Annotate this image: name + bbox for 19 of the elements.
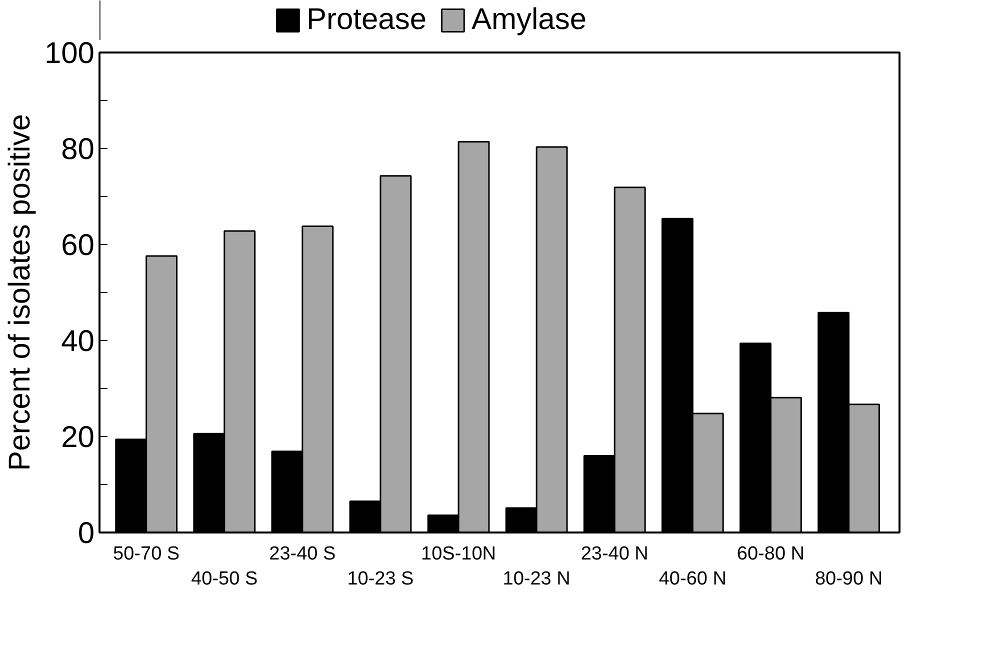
x-tick-label: 10-23 S	[347, 568, 414, 590]
y-tick-label: 0	[78, 517, 95, 550]
legend-label: Amylase	[472, 3, 587, 37]
y-tick-label: 80	[61, 133, 95, 166]
x-tick-label: 50-70 S	[113, 544, 180, 564]
x-tick-label: 40-60 N	[658, 568, 726, 590]
x-tick-label: 40-50 S	[191, 568, 258, 590]
x-tick-label: 23-40 N	[580, 544, 648, 564]
x-tick-label: 10S-10N	[421, 544, 496, 564]
x-tick-label: 80-90 N	[814, 568, 883, 590]
y-axis-title: Percent of isolates positive	[3, 114, 36, 471]
x-tick-label: 23-40 S	[269, 544, 336, 564]
x-tick-label: 60-80 N	[736, 544, 805, 564]
y-tick-label: 60	[61, 229, 95, 262]
y-tick-label: 100	[44, 37, 95, 70]
y-tick-label: 40	[61, 325, 95, 358]
x-tick-label: 10-23 N	[502, 568, 570, 590]
legend-label: Protease	[306, 3, 427, 37]
y-tick-label: 20	[61, 421, 95, 454]
